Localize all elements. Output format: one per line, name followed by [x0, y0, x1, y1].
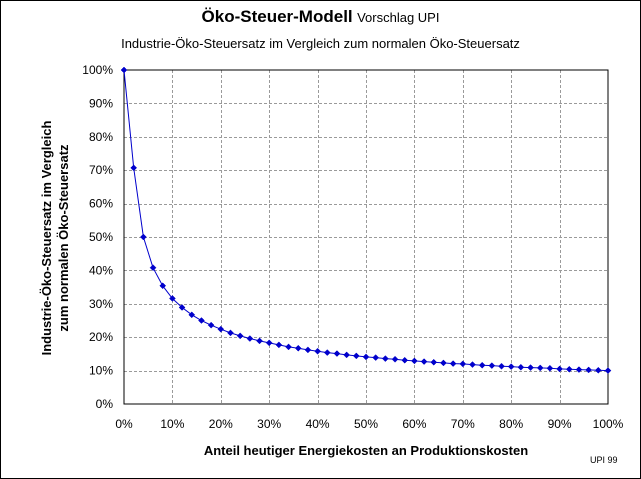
data-point-marker: [246, 335, 254, 342]
y-tick-label: 70%: [89, 163, 113, 177]
x-tick-label: 100%: [593, 417, 624, 431]
data-point-marker: [382, 355, 389, 362]
data-point-marker: [256, 337, 263, 345]
data-point-marker: [546, 364, 554, 372]
data-point-marker: [478, 361, 486, 369]
data-point-marker: [323, 349, 331, 356]
y-tick-label: 40%: [89, 263, 113, 277]
data-point-marker: [236, 332, 244, 340]
data-point-marker: [411, 357, 418, 365]
data-point-marker: [120, 66, 128, 74]
y-tick-label: 30%: [89, 297, 113, 311]
data-point-marker: [333, 350, 341, 357]
y-tick-label: 80%: [89, 130, 113, 144]
x-tick-label: 70%: [451, 417, 475, 431]
y-tick-label: 0%: [96, 397, 114, 411]
data-point-marker: [159, 282, 167, 290]
data-point-marker: [265, 339, 273, 347]
x-tick-label: 60%: [402, 417, 426, 431]
data-point-marker: [507, 363, 515, 370]
data-point-marker: [430, 358, 438, 366]
data-point-marker: [198, 317, 205, 324]
data-point-marker: [188, 311, 196, 319]
data-point-marker: [285, 343, 292, 351]
x-axis-title: Anteil heutiger Energiekosten an Produkt…: [203, 443, 529, 458]
y-tick-label: 90%: [89, 96, 113, 110]
chart-subtitle: Industrie-Öko-Steuersatz im Vergleich zu…: [121, 36, 520, 51]
chart-title-suffix: Vorschlag UPI: [357, 10, 440, 25]
x-tick-label: 20%: [209, 417, 233, 431]
y-tick-label: 60%: [89, 197, 113, 211]
x-tick-label: 30%: [257, 417, 281, 431]
x-tick-label: 10%: [160, 417, 184, 431]
plot-border: [123, 69, 609, 405]
data-point-marker: [140, 233, 147, 241]
x-tick-labels: 0% 10% 20% 30% 40% 50% 60% 70% 80% 90% 100%: [115, 417, 623, 431]
x-tick-label: 40%: [306, 417, 330, 431]
data-point-marker: [227, 329, 234, 337]
data-point-marker: [440, 359, 447, 367]
y-axis-title-line-1: Industrie-Öko-Steuersatz im Vergleich: [39, 120, 54, 356]
data-point-marker: [401, 356, 409, 364]
data-point-marker: [449, 360, 457, 367]
y-tick-label: 100%: [82, 63, 113, 77]
y-tick-label: 50%: [89, 230, 113, 244]
data-point-marker: [517, 363, 525, 371]
data-point-marker: [556, 365, 563, 373]
y-tick-labels: 0% 10% 20% 30% 40% 50% 60% 70% 80% 90% 100%: [82, 63, 113, 411]
data-point-marker: [585, 366, 592, 374]
data-point-marker: [488, 362, 496, 369]
data-point-marker: [207, 321, 215, 329]
data-point-marker: [459, 360, 467, 368]
chart-title: Öko-Steuer-Modell: [201, 7, 353, 26]
data-point-marker: [304, 346, 312, 354]
data-point-marker: [149, 264, 157, 272]
data-point-marker: [343, 351, 350, 359]
x-tick-label: 90%: [548, 417, 572, 431]
y-tick-label: 10%: [89, 364, 113, 378]
data-point-marker: [362, 353, 370, 361]
data-point-marker: [178, 304, 186, 311]
data-point-marker: [314, 347, 321, 355]
data-point-marker: [130, 164, 138, 172]
x-tick-label: 0%: [115, 417, 133, 431]
data-point-marker: [536, 364, 544, 372]
y-tick-label: 20%: [89, 330, 113, 344]
data-point-marker: [469, 361, 476, 368]
data-point-marker: [294, 344, 302, 352]
data-point-marker: [527, 364, 534, 371]
data-point-marker: [352, 352, 360, 360]
y-axis-title-line-2: zum normalen Öko-Steuersatz: [56, 144, 71, 332]
chart-title-line: Öko-Steuer-Modell Vorschlag UPI: [0, 7, 641, 27]
data-point-marker: [498, 362, 505, 370]
data-point-marker: [169, 295, 176, 302]
data-point-marker: [604, 367, 612, 374]
data-point-marker: [420, 358, 428, 365]
data-point-marker: [372, 354, 380, 361]
x-tick-label: 80%: [499, 417, 523, 431]
data-point-marker: [575, 366, 583, 373]
data-series: [120, 66, 612, 374]
data-point-marker: [275, 341, 283, 349]
data-point-marker: [565, 365, 573, 373]
grid-lines: [124, 70, 608, 404]
data-point-marker: [391, 355, 399, 363]
data-point-marker: [217, 325, 225, 333]
x-tick-label: 50%: [354, 417, 378, 431]
credit-label: UPI 99: [590, 455, 618, 465]
y-axis-title: Industrie-Öko-Steuersatz im Vergleich zu…: [38, 78, 82, 398]
data-point-marker: [594, 366, 602, 374]
